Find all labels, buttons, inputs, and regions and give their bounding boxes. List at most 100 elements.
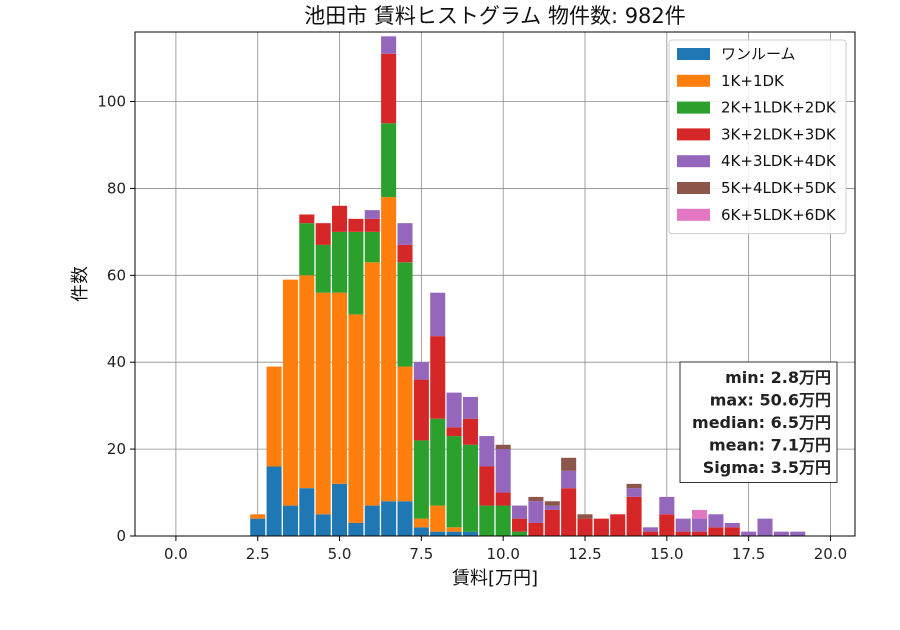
bar-segment: [593, 518, 609, 536]
bar-segment: [561, 457, 577, 471]
bars: [250, 36, 806, 536]
y-tick-label: 80: [107, 179, 126, 197]
bar-segment: [446, 392, 462, 428]
bar-segment: [708, 514, 724, 528]
bar-segment: [741, 531, 757, 536]
bar-segment: [462, 418, 478, 445]
bar-segment: [266, 366, 282, 467]
legend-label: 3K+2LDK+3DK: [721, 125, 837, 143]
bar-segment: [692, 509, 708, 519]
bar-segment: [692, 518, 708, 532]
bar-segment: [462, 396, 478, 419]
bar-segment: [364, 210, 380, 219]
bar-segment: [462, 531, 478, 536]
bar-segment: [773, 531, 789, 536]
y-axis-ticks: 0 20 40 60 80 100: [97, 93, 135, 545]
x-tick-label: 0.0: [164, 545, 188, 563]
bar-segment: [610, 514, 626, 536]
bar-segment: [724, 522, 740, 528]
bar-segment: [528, 522, 544, 536]
bar-segment: [512, 518, 528, 532]
stats-line: Sigma: 3.5万円: [703, 458, 831, 477]
bar-segment: [430, 418, 446, 506]
legend-label: 4K+3LDK+4DK: [721, 152, 837, 170]
bar-segment: [577, 518, 593, 536]
x-tick-label: 17.5: [732, 545, 765, 563]
bar-segment: [708, 527, 724, 536]
x-axis-label: 賃料[万円]: [452, 568, 538, 589]
bar-segment: [397, 223, 413, 245]
bar-segment: [430, 531, 446, 536]
bar-segment: [544, 505, 560, 510]
bar-segment: [332, 231, 348, 293]
legend: ワンルーム 1K+1DK 2K+1LDK+2DK 3K+2LDK+3DK 4K+3LDK…: [668, 39, 847, 235]
bar-segment: [659, 496, 675, 515]
plot-frame: [134, 31, 856, 537]
y-tick-label: 0: [116, 527, 126, 545]
bar-segment: [495, 449, 511, 493]
bar-segment: [250, 518, 266, 536]
bar-segment: [413, 379, 429, 441]
legend-swatch: [677, 128, 710, 141]
bar-segment: [692, 531, 708, 536]
bar-segment: [430, 292, 446, 337]
x-tick-label: 5.0: [328, 545, 352, 563]
bar-segment: [381, 53, 397, 124]
x-axis-ticks: 0.0 2.5 5.0 7.5 10.0 12.5 15.0 17.5 20.0: [164, 536, 847, 563]
legend-swatch: [677, 208, 710, 221]
bar-segment: [299, 214, 315, 224]
bar-segment: [381, 36, 397, 54]
bar-segment: [659, 514, 675, 536]
bar-segment: [544, 501, 560, 506]
bar-segment: [348, 218, 364, 232]
bar-segment: [266, 466, 282, 536]
stats-frame: [679, 361, 838, 483]
bar-segment: [332, 292, 348, 484]
x-tick-label: 12.5: [568, 545, 601, 563]
bar-segment: [724, 527, 740, 536]
legend-swatch: [677, 48, 710, 60]
bar-segment: [364, 505, 380, 536]
bar-segment: [528, 501, 544, 523]
bar-segment: [577, 514, 593, 519]
bar-segment: [675, 531, 691, 536]
bar-segment: [413, 362, 429, 380]
legend-swatch: [677, 182, 710, 194]
legend-swatch: [677, 74, 710, 87]
bar-segment: [430, 336, 446, 419]
bar-segment: [315, 223, 331, 245]
stats-box: min: 2.8万円 max: 50.6万円 median: 6.5万円 mean: …: [679, 361, 838, 483]
bar-segment: [757, 518, 773, 536]
bar-segment: [642, 527, 658, 532]
bar-segment: [348, 314, 364, 523]
stats-line: max: 50.6万円: [710, 391, 831, 410]
bar-segment: [790, 531, 806, 536]
bar-segment: [561, 470, 577, 489]
bar-segment: [282, 279, 298, 506]
bar-segment: [397, 244, 413, 263]
bar-segment: [495, 444, 511, 450]
bar-segment: [413, 518, 429, 528]
bar-segment: [430, 505, 446, 532]
bar-segment: [282, 505, 298, 536]
bar-segment: [348, 231, 364, 315]
bar-segment: [299, 275, 315, 489]
bar-segment: [315, 514, 331, 536]
bar-segment: [446, 527, 462, 532]
y-axis-label: 件数: [70, 266, 91, 302]
bar-segment: [626, 496, 642, 536]
bar-segment: [381, 197, 397, 502]
bar-segment: [479, 436, 495, 467]
bar-segment: [675, 518, 691, 532]
bar-segment: [381, 501, 397, 536]
bar-segment: [479, 466, 495, 506]
bar-segment: [626, 488, 642, 497]
x-tick-label: 2.5: [246, 545, 270, 563]
legend-label: ワンルーム: [721, 45, 796, 63]
bar-segment: [544, 509, 560, 536]
bar-segment: [397, 262, 413, 367]
bar-segment: [364, 262, 380, 506]
bar-segment: [462, 444, 478, 532]
bar-segment: [528, 496, 544, 502]
